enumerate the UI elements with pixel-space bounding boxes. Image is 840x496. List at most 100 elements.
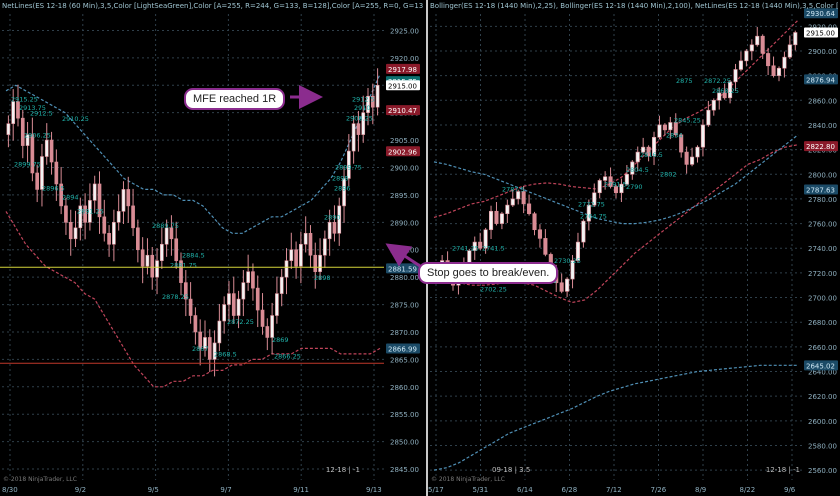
candle-body (586, 204, 591, 222)
candle-body (289, 249, 294, 262)
price-marker-label: 2822.80 (806, 143, 835, 151)
net-level-label: 2889.75 (152, 222, 179, 230)
price-marker (386, 146, 420, 157)
candle-body (510, 198, 515, 206)
net-level-label: 2772.75 (578, 200, 605, 208)
candle-body (255, 287, 260, 311)
net-level-label: 2764.75 (580, 213, 607, 221)
price-marker-label: 2910.47 (388, 107, 417, 115)
candle-body (733, 69, 738, 83)
candle-body (265, 326, 270, 338)
candle-body (570, 260, 575, 280)
price-marker-label: 2930.64 (806, 10, 835, 18)
candle-body (11, 101, 16, 124)
candle-body (270, 315, 274, 338)
candle-body (323, 238, 327, 256)
daily-chart-contract-label: 12-18 | -1 (765, 466, 800, 474)
candle-body (30, 134, 35, 174)
price-marker (804, 184, 838, 195)
candle-body (236, 298, 241, 316)
candle-body (231, 293, 236, 316)
candle-body (527, 203, 532, 215)
candle-body (793, 32, 798, 46)
candle-body (613, 186, 619, 194)
candle-body (212, 342, 217, 360)
y-tick-label: 2840.00 (808, 122, 837, 130)
x-tick-label: 7/12 (606, 486, 622, 494)
y-tick-label: 2880.00 (390, 274, 419, 282)
candle-body (478, 241, 483, 249)
y-tick-label: 2620.00 (808, 393, 837, 401)
net-level-label: 2891.25 (77, 208, 104, 216)
daily-chart-panel[interactable]: 2920.002900.002880.002860.002840.002820.… (428, 0, 840, 496)
hourly-chart-panel[interactable]: 2925.002920.002915.002910.002905.002900.… (0, 0, 426, 496)
panel-divider[interactable] (426, 0, 428, 496)
candle-body (543, 238, 548, 255)
y-tick-label: 2680.00 (808, 319, 837, 327)
net-level-label: 2898 (332, 175, 349, 183)
candle-body (356, 123, 361, 135)
candle-body (164, 227, 169, 245)
candle-body (121, 189, 126, 212)
candle-body (483, 229, 488, 249)
candle-body (155, 260, 159, 278)
candle-body (559, 282, 564, 292)
x-tick-label: 8/22 (740, 486, 756, 494)
y-tick-label: 2720.00 (808, 270, 837, 278)
candle-body (54, 161, 59, 185)
price-marker-label: 2881.59 (388, 265, 417, 273)
candle-body (342, 178, 346, 207)
net-level-label: 2896 (334, 185, 351, 193)
band-line (5, 211, 381, 388)
net-level-label: 2898 (314, 274, 331, 282)
price-marker (804, 360, 838, 371)
candle-body (603, 176, 608, 181)
daily-chart-left-corner-label: 09-18 | 3.5 (492, 466, 531, 474)
x-tick-label: 9/5 (148, 486, 159, 494)
price-marker (804, 74, 838, 85)
candle-body (20, 117, 25, 146)
candle-body (68, 222, 73, 240)
candle-body (318, 254, 322, 272)
x-tick-label: 9/7 (220, 486, 231, 494)
net-level-label: 2787.5 (502, 186, 525, 194)
candle-body (198, 331, 203, 349)
net-level-label: 2791.5 (604, 181, 627, 189)
net-level-label: 2741.5 (482, 245, 505, 253)
candle-body (351, 123, 356, 152)
candle-body (597, 180, 602, 194)
candle-body (537, 229, 542, 239)
candle-body (140, 249, 145, 267)
y-tick-label: 2760.00 (808, 221, 837, 229)
net-level-label: 2802 (660, 171, 677, 179)
candle-body (370, 95, 375, 108)
candle-body (308, 232, 313, 256)
daily-chart-copyright: © 2018 NinjaTrader, LLC (431, 476, 505, 483)
hourly-chart-svg: 2925.002920.002915.002910.002905.002900.… (0, 14, 420, 494)
price-marker-label: 2917.98 (388, 66, 417, 74)
x-tick-label: 9/6 (784, 486, 796, 494)
price-marker (386, 343, 420, 354)
stop-annotation-bubble: Stop goes to break/even. (418, 262, 559, 284)
x-tick-label: 9/11 (293, 486, 309, 494)
net-level-label: 2899.75 (335, 164, 362, 172)
x-tick-label: 6/14 (517, 486, 533, 494)
y-tick-label: 2905.00 (390, 137, 419, 145)
y-tick-label: 2560.00 (808, 467, 837, 475)
y-tick-label: 2600.00 (808, 418, 837, 426)
hourly-chart-contract-label: 12-18 | -1 (325, 466, 360, 474)
candle-body (771, 65, 776, 76)
candle-body (207, 337, 212, 360)
price-marker-label: 2645.02 (806, 362, 835, 370)
candle-body (217, 320, 222, 344)
candle-body (73, 227, 78, 240)
band-line (5, 74, 381, 234)
y-tick-label: 2920.00 (390, 55, 419, 63)
y-tick-label: 2895.00 (390, 192, 419, 200)
y-tick-label: 2700.00 (808, 295, 837, 303)
candle-body (706, 109, 711, 126)
x-tick-label: 7/26 (651, 486, 667, 494)
net-level-label: 2875 (676, 77, 693, 85)
price-marker-label: 2915.00 (806, 29, 835, 37)
candle-body (44, 139, 49, 157)
